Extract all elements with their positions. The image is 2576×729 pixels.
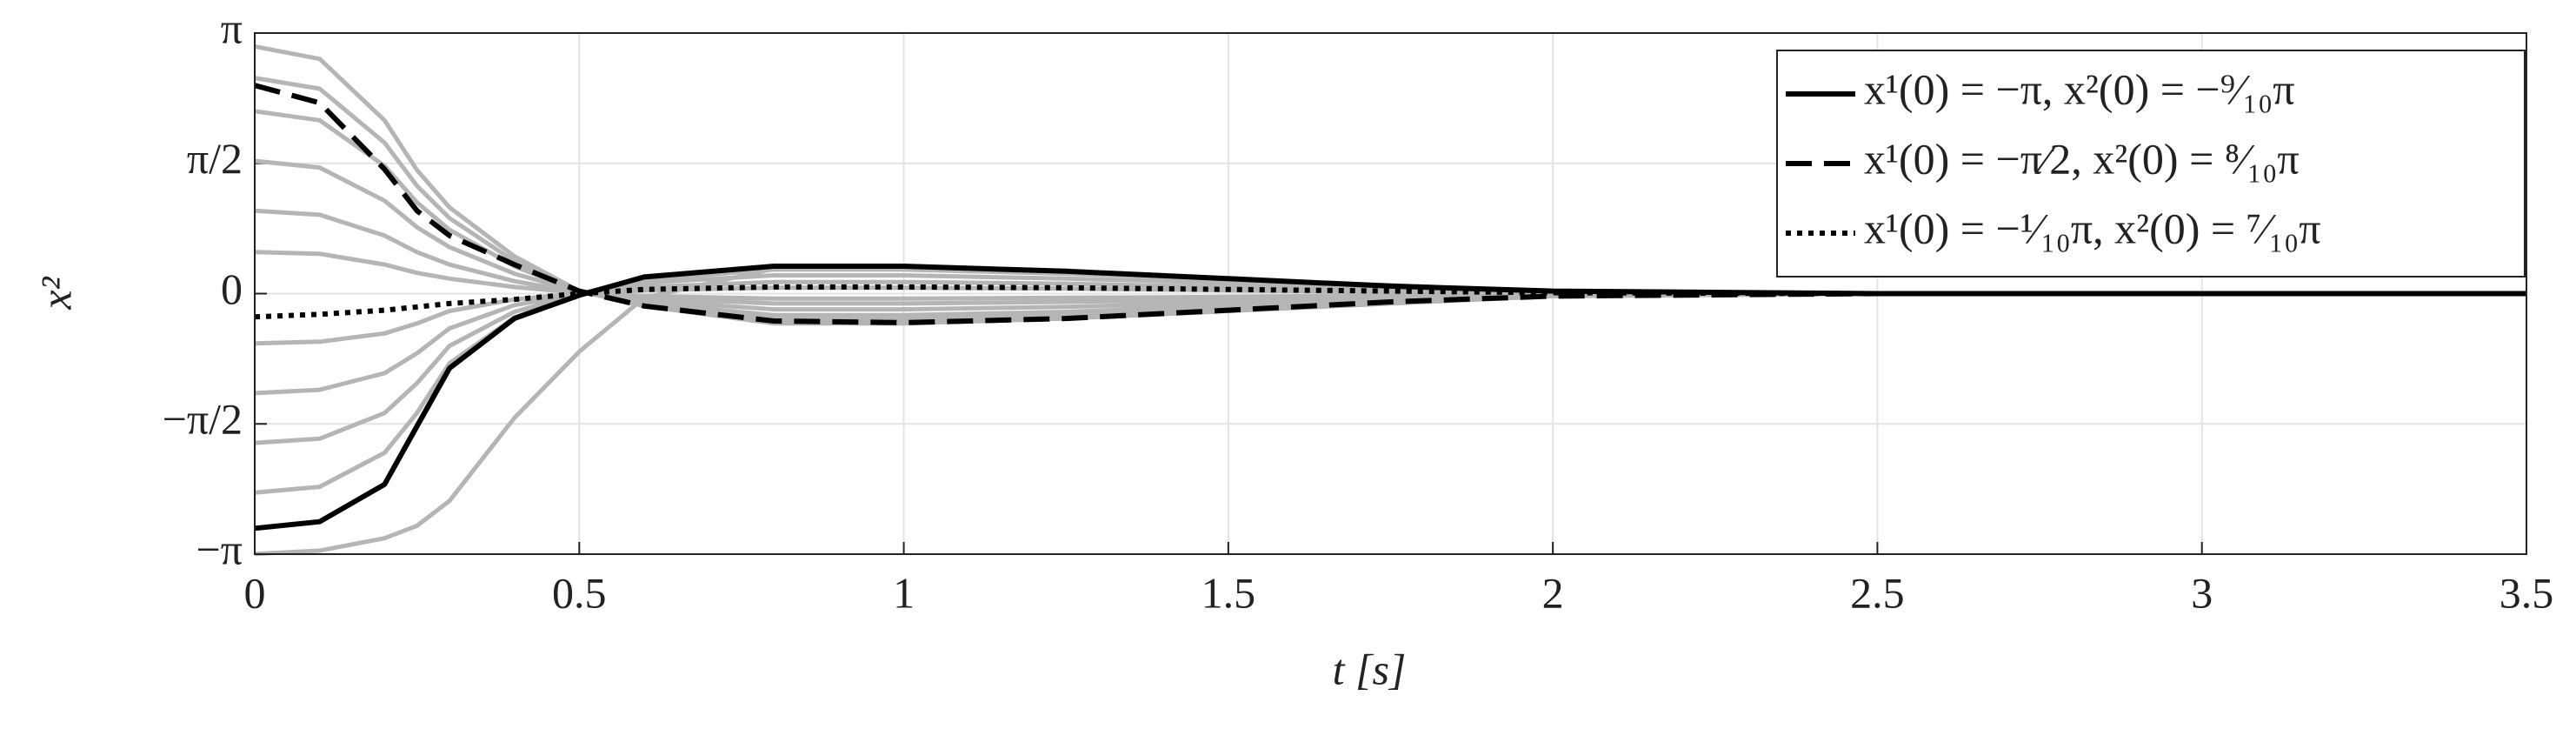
x-tick-label: 1.5 <box>1201 568 1256 617</box>
plot-frame <box>254 32 2527 555</box>
series-line <box>254 284 2526 320</box>
x-tick-label: 0.5 <box>552 568 607 617</box>
x-tick-label: 2 <box>1542 568 1564 617</box>
y-tick-label: −π/2 <box>163 395 243 444</box>
legend-box <box>1776 50 2526 278</box>
y-tick-label: −π <box>196 525 243 573</box>
legend-label: x¹(0) = −π⁄2, x²(0) = ⁸⁄₁₀π <box>1864 134 2300 183</box>
legend-label: x¹(0) = −π, x²(0) = −⁹⁄₁₀π <box>1864 64 2295 113</box>
x-tick-label: 3.5 <box>2499 568 2554 617</box>
series-line <box>254 83 2526 325</box>
y-axis-label: x² <box>31 276 80 310</box>
y-tick-label: π <box>221 3 243 52</box>
y-tick-label: 0 <box>221 264 243 313</box>
x-tick-label: 3 <box>2191 568 2213 617</box>
x-tick-label: 0 <box>244 568 266 617</box>
x-axis-label: t [s] <box>1333 645 1407 693</box>
y-tick-label: π/2 <box>187 134 243 183</box>
x-tick-label: 2.5 <box>1850 568 1905 617</box>
legend-label: x¹(0) = −¹⁄₁₀π, x²(0) = ⁷⁄₁₀π <box>1864 204 2321 252</box>
series-line <box>254 264 2526 532</box>
x-tick-label: 1 <box>893 568 915 617</box>
